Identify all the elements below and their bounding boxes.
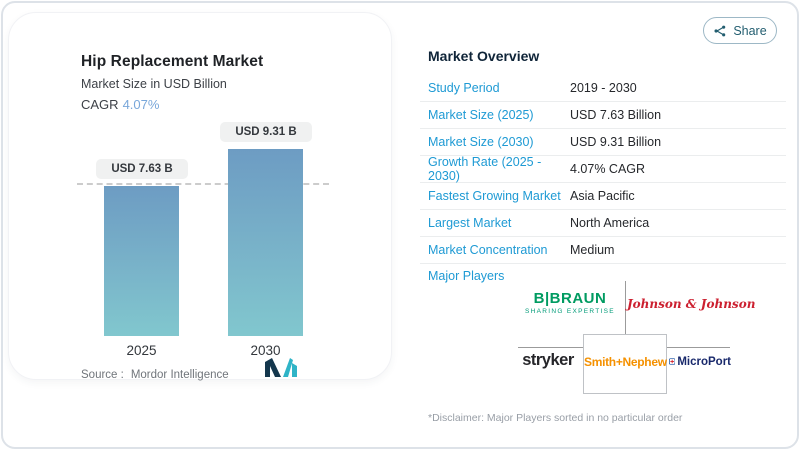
microport-logo-icon <box>669 358 676 365</box>
market-chart-card: Hip Replacement Market Market Size in US… <box>8 12 392 381</box>
johnson-and-johnson-logo: Johnson & Johnson <box>627 297 756 311</box>
row-label: Largest Market <box>428 216 512 230</box>
reference-dashed-line <box>77 183 329 185</box>
table-row: Market Size (2030) USD 9.31 Billion <box>420 129 786 156</box>
table-row: Market Concentration Medium <box>420 237 786 264</box>
disclaimer-text: *Disclaimer: Major Players sorted in no … <box>428 412 683 424</box>
row-value: Asia Pacific <box>570 189 635 203</box>
table-row: Growth Rate (2025 - 2030) 4.07% CAGR <box>420 155 786 183</box>
row-label: Fastest Growing Market <box>428 189 561 203</box>
chart-cagr: CAGR 4.07% <box>81 97 159 112</box>
source-label: Source : <box>81 369 124 381</box>
table-row: Largest Market North America <box>420 210 786 237</box>
players-center-box <box>583 334 667 394</box>
x-axis-label-2025: 2025 <box>126 343 157 358</box>
row-label: Growth Rate (2025 - 2030) <box>428 155 542 183</box>
row-label: Study Period <box>428 81 500 95</box>
share-icon <box>714 25 726 36</box>
share-button[interactable]: Share <box>703 17 777 44</box>
cagr-label: CAGR <box>81 97 119 112</box>
microport-logo-text: MicroPort <box>677 355 731 368</box>
stryker-logo: stryker <box>522 351 574 369</box>
major-players-label: Major Players <box>428 269 505 283</box>
source-line: Source : Mordor Intelligence <box>81 369 229 381</box>
bbraun-logo: B|BRAUN SHARING EXPERTISE <box>518 290 622 315</box>
row-value: USD 7.63 Billion <box>570 108 662 122</box>
overview-table: Study Period 2019 - 2030 Market Size (20… <box>420 75 786 264</box>
players-divider-horizontal-right <box>667 347 730 348</box>
smith-nephew-logo: Smith+Nephew <box>584 355 667 369</box>
cagr-value: 4.07% <box>122 97 160 112</box>
row-value: 4.07% CAGR <box>570 162 646 176</box>
mordor-intelligence-logo-icon <box>265 358 297 377</box>
bar-2030-value-label: USD 9.31 B <box>220 122 312 142</box>
bbraun-tagline: SHARING EXPERTISE <box>525 308 615 315</box>
table-row: Fastest Growing Market Asia Pacific <box>420 183 786 210</box>
row-label: Market Concentration <box>428 243 548 257</box>
players-divider-vertical <box>625 281 626 334</box>
bar-2025-value-label: USD 7.63 B <box>96 159 188 179</box>
row-label: Market Size (2025) <box>428 108 534 122</box>
share-button-label: Share <box>733 23 767 38</box>
row-value: USD 9.31 Billion <box>570 135 662 149</box>
row-label: Market Size (2030) <box>428 135 534 149</box>
overview-title: Market Overview <box>428 48 540 64</box>
players-divider-horizontal-left <box>518 347 583 348</box>
source-value: Mordor Intelligence <box>130 369 229 381</box>
bar-2030 <box>228 149 303 336</box>
row-value: 2019 - 2030 <box>570 81 637 95</box>
table-row: Study Period 2019 - 2030 <box>420 75 786 102</box>
microport-logo: MicroPort <box>669 355 731 368</box>
x-axis-label-2030: 2030 <box>250 343 281 358</box>
bar-2025 <box>104 186 179 336</box>
table-row: Market Size (2025) USD 7.63 Billion <box>420 102 786 129</box>
chart-subtitle: Market Size in USD Billion <box>81 77 227 91</box>
row-value: North America <box>570 216 650 230</box>
bbraun-logo-text: B|BRAUN <box>533 290 607 307</box>
chart-title: Hip Replacement Market <box>81 53 264 70</box>
row-value: Medium <box>570 243 615 257</box>
